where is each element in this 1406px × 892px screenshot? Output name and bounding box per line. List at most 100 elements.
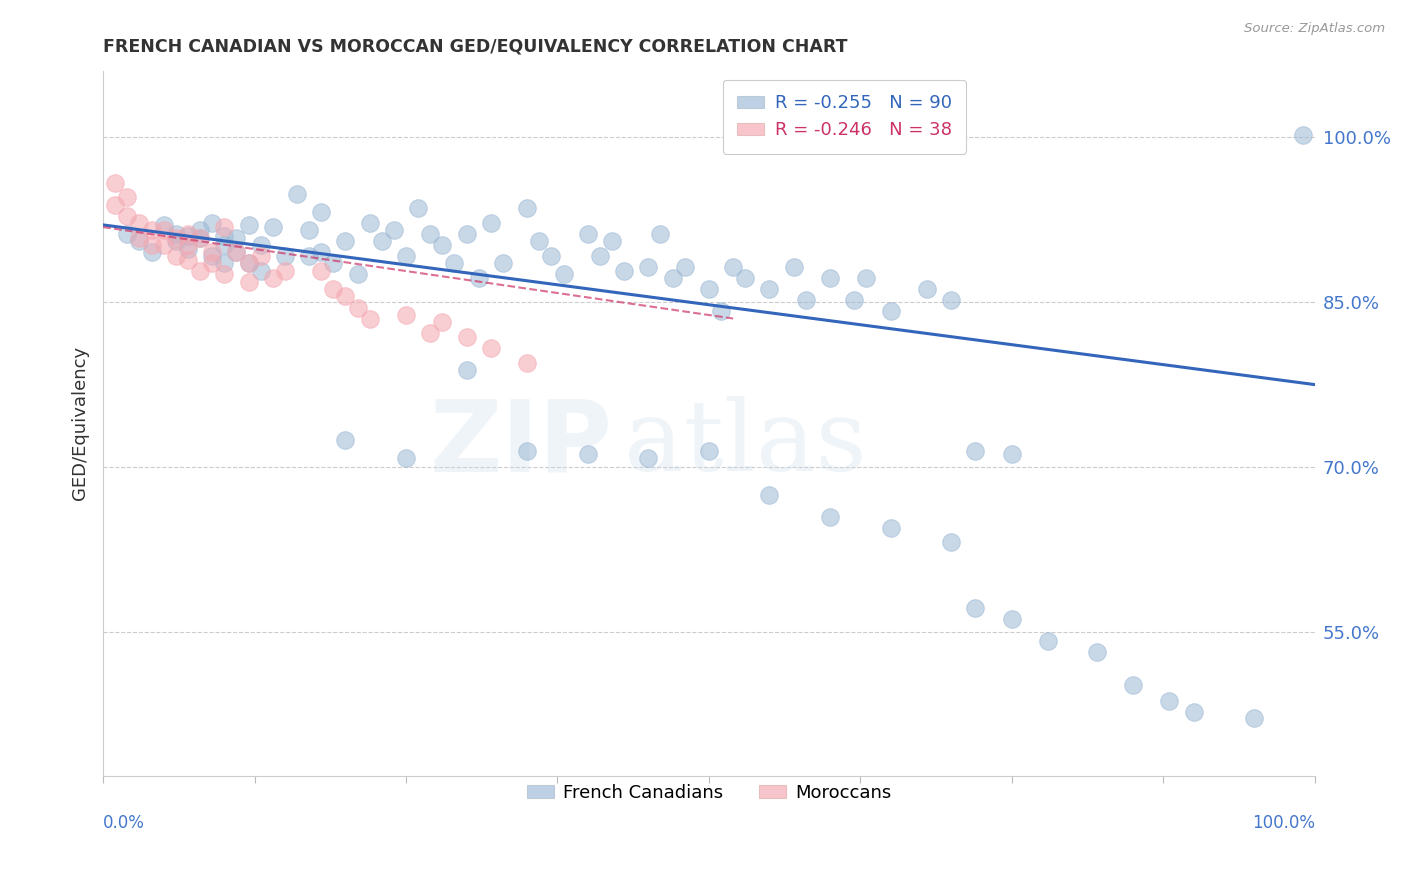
Point xyxy=(225,245,247,260)
Point xyxy=(1243,711,1265,725)
Point xyxy=(128,231,150,245)
Point xyxy=(1122,678,1144,692)
Point xyxy=(152,218,174,232)
Point xyxy=(371,235,394,249)
Point xyxy=(201,256,224,270)
Point xyxy=(516,355,538,369)
Point xyxy=(419,326,441,340)
Text: 0.0%: 0.0% xyxy=(103,814,145,832)
Point xyxy=(941,293,963,307)
Point xyxy=(298,249,321,263)
Point xyxy=(576,227,599,241)
Point xyxy=(1001,447,1024,461)
Legend: French Canadians, Moroccans: French Canadians, Moroccans xyxy=(519,776,898,809)
Point xyxy=(1182,705,1205,719)
Point xyxy=(141,223,163,237)
Point xyxy=(456,227,478,241)
Point xyxy=(589,249,612,263)
Point xyxy=(104,176,127,190)
Point xyxy=(467,270,489,285)
Point xyxy=(346,301,368,315)
Point xyxy=(794,293,817,307)
Point xyxy=(262,270,284,285)
Point xyxy=(879,521,901,535)
Point xyxy=(456,330,478,344)
Point xyxy=(238,256,260,270)
Point xyxy=(637,451,659,466)
Point xyxy=(165,227,187,241)
Point xyxy=(141,245,163,260)
Point xyxy=(298,223,321,237)
Point xyxy=(177,237,200,252)
Point xyxy=(516,443,538,458)
Point xyxy=(322,256,344,270)
Point xyxy=(553,268,575,282)
Point xyxy=(188,231,211,245)
Point xyxy=(844,293,866,307)
Point xyxy=(249,237,271,252)
Point xyxy=(1291,128,1313,142)
Point xyxy=(661,270,683,285)
Point xyxy=(941,535,963,549)
Point xyxy=(673,260,696,274)
Point xyxy=(249,249,271,263)
Point xyxy=(576,447,599,461)
Point xyxy=(128,216,150,230)
Point xyxy=(335,433,357,447)
Point xyxy=(165,231,187,245)
Text: 100.0%: 100.0% xyxy=(1251,814,1315,832)
Point xyxy=(783,260,806,274)
Point xyxy=(117,227,139,241)
Point xyxy=(188,264,211,278)
Point xyxy=(492,256,515,270)
Point xyxy=(1001,612,1024,626)
Point xyxy=(188,231,211,245)
Point xyxy=(359,216,381,230)
Point xyxy=(225,245,247,260)
Point xyxy=(177,228,200,243)
Point xyxy=(965,443,987,458)
Point xyxy=(309,204,332,219)
Y-axis label: GED/Equivalency: GED/Equivalency xyxy=(72,346,89,500)
Point xyxy=(225,231,247,245)
Point xyxy=(965,601,987,615)
Point xyxy=(540,249,562,263)
Point xyxy=(721,260,744,274)
Point xyxy=(419,227,441,241)
Point xyxy=(214,268,236,282)
Point xyxy=(346,268,368,282)
Point xyxy=(104,198,127,212)
Point xyxy=(152,237,174,252)
Point xyxy=(600,235,623,249)
Point xyxy=(443,256,465,270)
Point xyxy=(697,443,720,458)
Point xyxy=(734,270,756,285)
Point xyxy=(165,235,187,249)
Point xyxy=(249,264,271,278)
Point xyxy=(395,308,418,322)
Point xyxy=(117,209,139,223)
Point xyxy=(758,282,780,296)
Point xyxy=(613,264,636,278)
Point xyxy=(479,216,502,230)
Point xyxy=(177,253,200,268)
Text: Source: ZipAtlas.com: Source: ZipAtlas.com xyxy=(1244,22,1385,36)
Point xyxy=(141,237,163,252)
Point xyxy=(1085,645,1108,659)
Point xyxy=(915,282,938,296)
Point xyxy=(650,227,672,241)
Point xyxy=(309,264,332,278)
Point xyxy=(285,187,308,202)
Point xyxy=(432,237,454,252)
Point xyxy=(335,235,357,249)
Point xyxy=(395,451,418,466)
Point xyxy=(201,216,224,230)
Text: ZIP: ZIP xyxy=(429,396,612,492)
Point xyxy=(529,235,551,249)
Point xyxy=(637,260,659,274)
Point xyxy=(818,509,841,524)
Point xyxy=(432,315,454,329)
Point xyxy=(406,202,429,216)
Point xyxy=(855,270,877,285)
Point xyxy=(697,282,720,296)
